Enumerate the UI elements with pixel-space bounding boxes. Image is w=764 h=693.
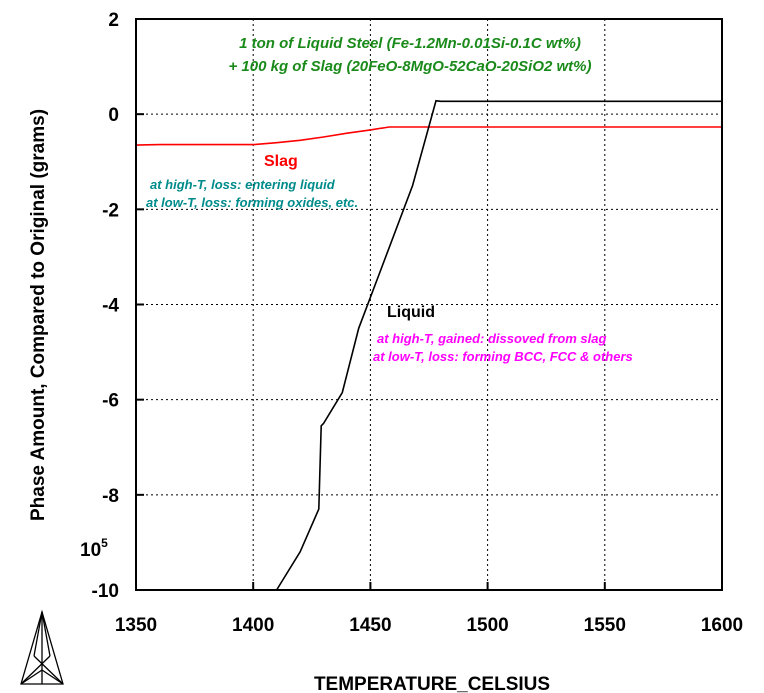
liquid-note-high-t: at high-T, gained: dissoved from slag (377, 331, 607, 346)
y-tick-label: -8 (102, 486, 119, 507)
chart-title-line-2: + 100 kg of Slag (20FeO-8MgO-52CaO-20SiO… (228, 58, 591, 75)
y-tick-label: -2 (102, 200, 119, 221)
y-multiplier-exponent: 5 (101, 536, 108, 550)
y-multiplier-base: 10 (80, 540, 101, 561)
x-tick-label: 1550 (584, 615, 626, 636)
slag-series-line (135, 126, 722, 146)
slag-series-label: Slag (264, 153, 298, 170)
x-tick-label: 1500 (466, 615, 508, 636)
x-tick-label: 1400 (232, 615, 274, 636)
y-tick-label: 2 (108, 10, 119, 31)
liquid-note-low-t: at low-T, loss: forming BCC, FCC & other… (373, 349, 633, 364)
thermo-calc-logo-icon (20, 609, 64, 685)
ticks: 1350 1400 1450 1500 1550 1600 2 0 -2 -4 -6 -8 -10 (92, 10, 744, 636)
x-axis-label: TEMPERATURE_CELSIUS (314, 674, 550, 693)
liquid-series-line (275, 99, 722, 591)
chart-title-line-1: 1 ton of Liquid Steel (Fe-1.2Mn-0.01Si-0… (239, 35, 581, 52)
grid (136, 19, 722, 590)
series-layer (135, 99, 722, 591)
slag-note-low-t: at low-T, loss: forming oxides, etc. (146, 195, 358, 210)
liquid-series-label: Liquid (387, 304, 435, 321)
y-tick-label: -10 (92, 581, 119, 602)
x-tick-label: 1450 (349, 615, 391, 636)
y-axis-multiplier: 105 (80, 536, 108, 561)
annotations: 1 ton of Liquid Steel (Fe-1.2Mn-0.01Si-0… (146, 35, 633, 364)
slag-note-high-t: at high-T, loss: entering liquid (150, 177, 336, 192)
x-tick-label: 1350 (115, 615, 157, 636)
y-axis-label: Phase Amount, Compared to Original (gram… (28, 109, 49, 521)
x-tick-label: 1600 (701, 615, 743, 636)
y-tick-label: -6 (102, 391, 119, 412)
y-tick-label: 0 (108, 105, 119, 126)
y-tick-label: -4 (102, 296, 119, 317)
